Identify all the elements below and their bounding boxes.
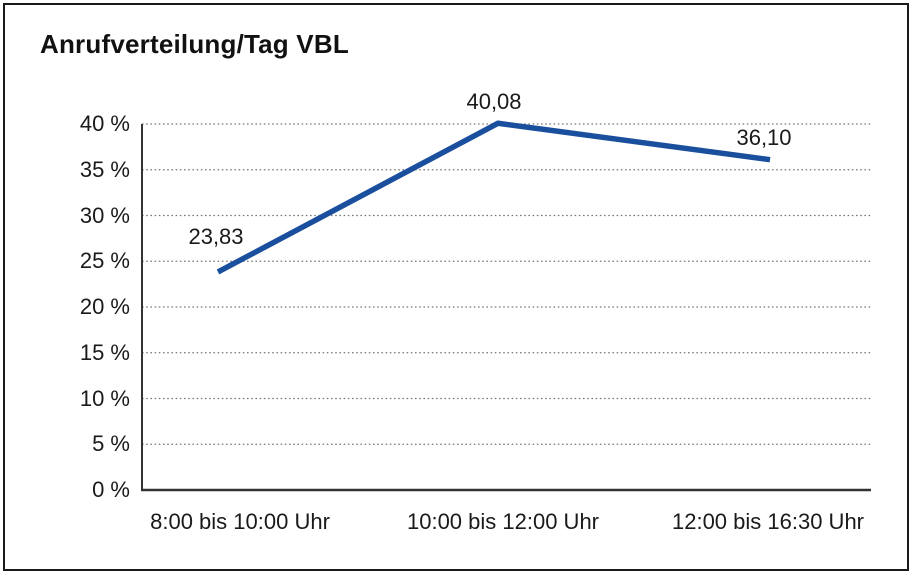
chart-title: Anrufverteilung/Tag VBL	[40, 29, 349, 59]
data-label: 23,83	[188, 223, 244, 249]
y-axis-label: 5 %	[92, 431, 130, 457]
chart-frame	[3, 3, 909, 571]
y-axis-label: 25 %	[79, 248, 130, 274]
y-axis-label: 0 %	[92, 477, 130, 502]
data-line-series	[216, 120, 771, 275]
y-axis-label: 10 %	[79, 385, 130, 411]
data-label: 36,10	[736, 124, 792, 150]
y-axis-label: 35 %	[79, 156, 130, 182]
y-axis-label: 20 %	[79, 294, 130, 319]
x-axis-label: 8:00 bis 10:00 Uhr	[150, 509, 330, 534]
x-axis-label: 10:00 bis 12:00 Uhr	[406, 509, 600, 534]
y-axis-label: 30 %	[79, 202, 130, 228]
y-axis-label: 15 %	[79, 339, 130, 365]
x-axis-label: 12:00 bis 16:30 Uhr	[671, 509, 865, 534]
y-axis-label: 40 %	[79, 111, 130, 136]
data-label: 40,08	[466, 89, 522, 115]
